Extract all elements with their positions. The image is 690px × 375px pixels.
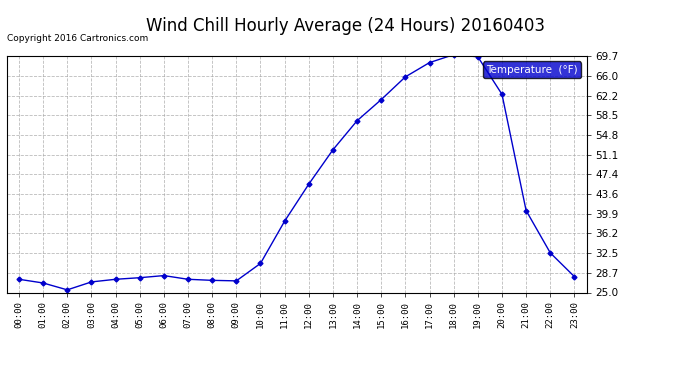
Temperature  (°F) [425,60,433,65]
Legend: Temperature  (°F): Temperature (°F) [484,62,581,78]
Text: Copyright 2016 Cartronics.com: Copyright 2016 Cartronics.com [7,34,148,43]
Text: Wind Chill Hourly Average (24 Hours) 20160403: Wind Chill Hourly Average (24 Hours) 201… [146,17,544,35]
Temperature  (°F) [208,278,217,283]
Temperature  (°F) [353,118,362,123]
Temperature  (°F) [15,277,23,282]
Temperature  (°F) [232,279,240,283]
Temperature  (°F) [257,261,265,266]
Temperature  (°F) [280,219,288,224]
Temperature  (°F) [498,92,506,96]
Temperature  (°F) [159,273,168,278]
Temperature  (°F) [450,53,458,57]
Temperature  (°F) [570,274,578,279]
Line: Temperature  (°F): Temperature (°F) [17,53,576,292]
Temperature  (°F) [522,209,530,213]
Temperature  (°F) [304,182,313,186]
Temperature  (°F) [377,98,385,102]
Temperature  (°F) [135,276,144,280]
Temperature  (°F) [402,75,410,79]
Temperature  (°F) [546,251,555,255]
Temperature  (°F) [329,147,337,152]
Temperature  (°F) [39,281,47,285]
Temperature  (°F) [63,288,72,292]
Temperature  (°F) [184,277,192,282]
Temperature  (°F) [111,277,120,282]
Temperature  (°F) [473,54,482,59]
Temperature  (°F) [87,280,95,284]
